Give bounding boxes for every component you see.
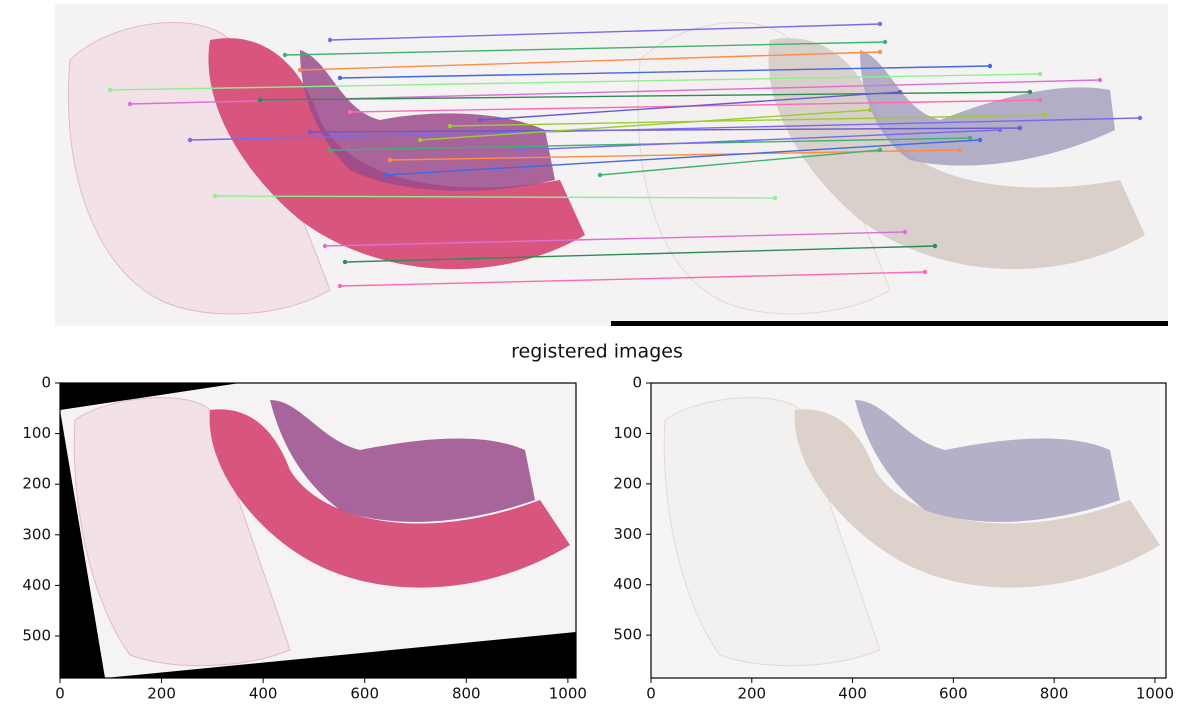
match-point	[108, 88, 112, 92]
x-tick-label: 0	[55, 685, 65, 703]
match-point	[188, 138, 192, 142]
x-tick-label: 1000	[549, 685, 587, 703]
match-point	[128, 102, 132, 106]
y-tick-label: 200	[22, 475, 51, 493]
y-tick-label: 200	[613, 474, 642, 492]
registered-image-right	[651, 383, 1166, 678]
match-point	[388, 158, 392, 162]
x-tick-label: 1000	[1136, 685, 1174, 703]
match-point	[878, 22, 882, 26]
match-point	[598, 173, 602, 177]
match-point	[343, 260, 347, 264]
match-point	[933, 244, 937, 248]
match-point	[418, 138, 422, 142]
match-point	[1098, 78, 1102, 82]
x-tick-label: 0	[646, 685, 656, 703]
y-tick-label: 300	[613, 525, 642, 543]
match-point	[883, 40, 887, 44]
y-tick-label: 400	[22, 576, 51, 594]
y-tick-label: 0	[632, 374, 642, 392]
x-tick-label: 400	[838, 685, 867, 703]
match-point	[968, 136, 972, 140]
match-point	[1043, 113, 1047, 117]
x-tick-label: 400	[249, 685, 278, 703]
match-point	[1038, 72, 1042, 76]
match-point	[1018, 126, 1022, 130]
match-point	[338, 76, 342, 80]
match-point	[868, 108, 872, 112]
match-point	[478, 118, 482, 122]
match-point	[323, 244, 327, 248]
figure: registered images 0200400600800100001002…	[0, 0, 1192, 720]
matches-image	[55, 4, 1168, 326]
match-point	[998, 128, 1002, 132]
match-point	[258, 98, 262, 102]
match-point	[448, 124, 452, 128]
match-point	[338, 284, 342, 288]
y-tick-label: 300	[22, 525, 51, 543]
match-point	[978, 138, 982, 142]
match-point	[518, 148, 522, 152]
match-point	[298, 68, 302, 72]
match-point	[903, 230, 907, 234]
match-point	[1028, 90, 1032, 94]
match-point	[878, 148, 882, 152]
figure-title: registered images	[511, 341, 683, 363]
match-point	[958, 148, 962, 152]
x-tick-label: 200	[147, 685, 176, 703]
y-tick-label: 0	[41, 374, 51, 392]
match-point	[283, 53, 287, 57]
match-point	[213, 194, 217, 198]
x-tick-label: 600	[350, 685, 379, 703]
registered-image-left	[60, 383, 576, 678]
match-point	[988, 64, 992, 68]
x-tick-label: 800	[1040, 685, 1069, 703]
match-point	[348, 110, 352, 114]
x-tick-label: 800	[452, 685, 481, 703]
match-point	[383, 173, 387, 177]
match-point	[773, 196, 777, 200]
y-tick-label: 500	[22, 627, 51, 645]
y-tick-label: 100	[613, 424, 642, 442]
x-tick-label: 600	[939, 685, 968, 703]
match-point	[878, 50, 882, 54]
x-tick-label: 200	[737, 685, 766, 703]
match-point	[328, 38, 332, 42]
match-point	[898, 90, 902, 94]
match-point	[308, 130, 312, 134]
match-point	[1038, 98, 1042, 102]
match-point	[923, 270, 927, 274]
y-tick-label: 400	[613, 575, 642, 593]
y-tick-label: 100	[22, 424, 51, 442]
match-point	[328, 148, 332, 152]
black-strip	[611, 321, 1168, 326]
y-tick-label: 500	[613, 626, 642, 644]
match-point	[1138, 116, 1142, 120]
